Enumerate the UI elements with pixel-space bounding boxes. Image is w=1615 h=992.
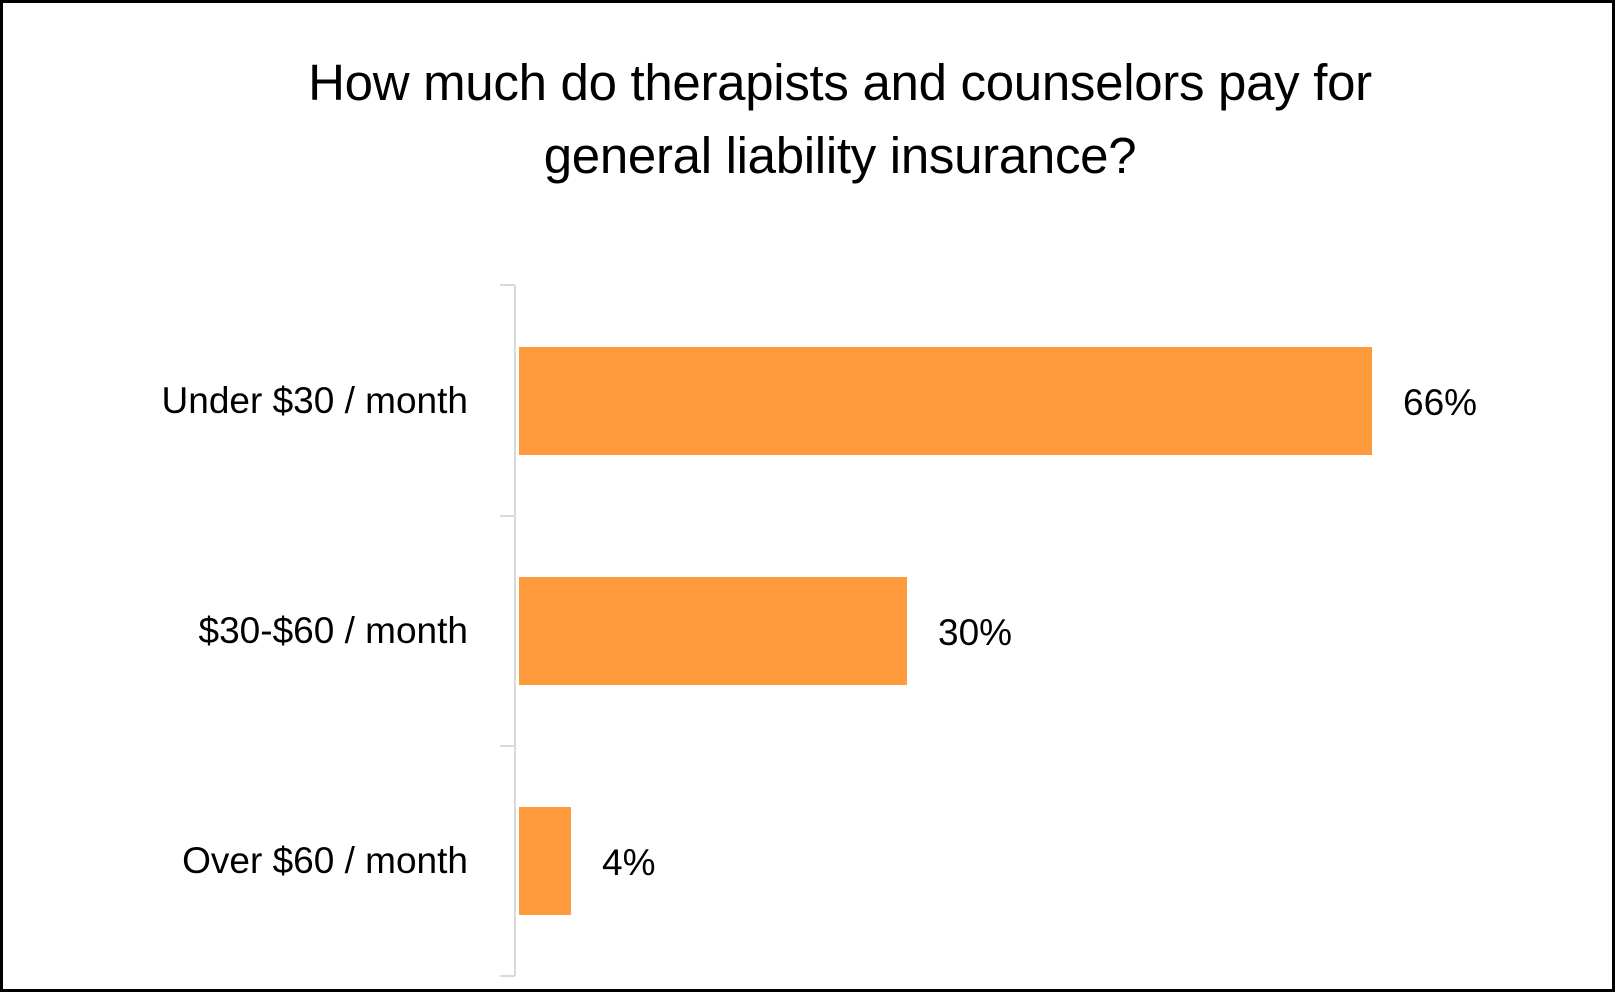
bar-under-30 [519,347,1372,455]
bar-30-60 [519,577,907,685]
axis-tick [500,975,515,977]
value-label-under-30: 66% [1403,382,1478,423]
value-label-over-60: 4% [602,842,656,883]
value-label-30-60: 30% [938,612,1013,653]
axis-tick [500,515,515,517]
chart-title: How much do therapists and counselors pa… [130,46,1550,192]
bar-over-60 [519,807,571,915]
category-axis-line [514,285,516,976]
category-label-under-30: Under $30 / month [161,380,468,421]
axis-tick [500,284,515,286]
chart-title-line-2: general liability insurance? [543,127,1137,184]
axis-tick [500,745,515,747]
category-label-over-60: Over $60 / month [182,840,468,881]
chart-title-line-1: How much do therapists and counselors pa… [308,54,1372,111]
category-label-30-60: $30-$60 / month [198,610,468,651]
